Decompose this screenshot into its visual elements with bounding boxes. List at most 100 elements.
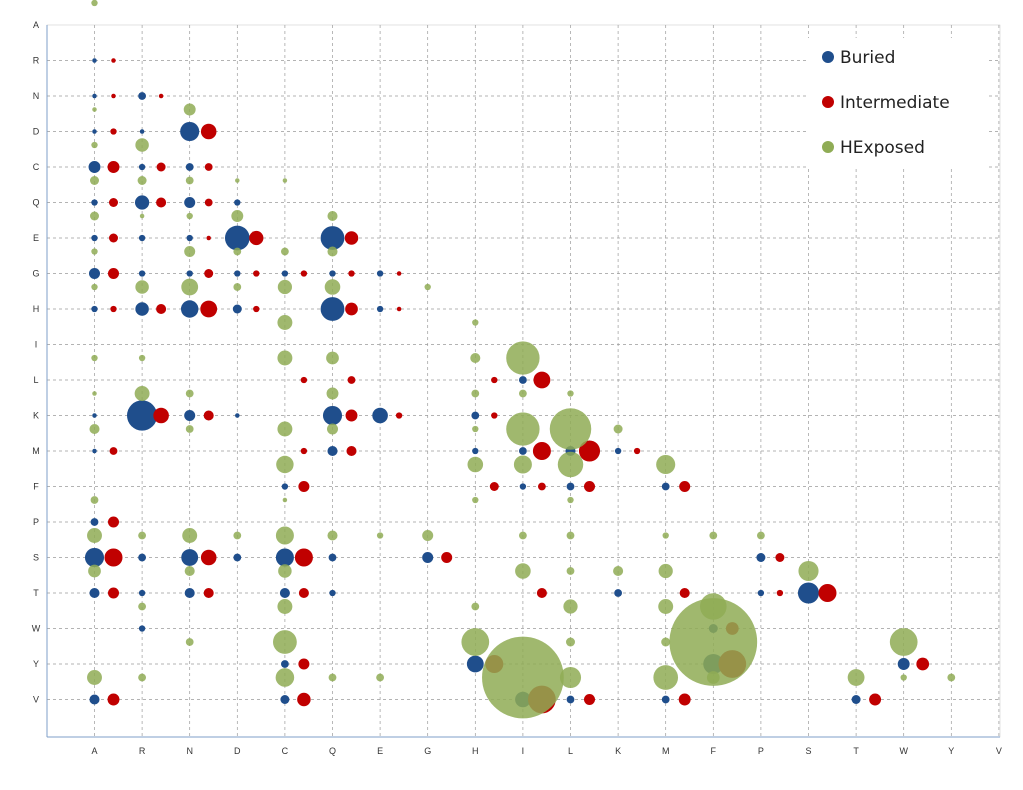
bubble-intermediate — [396, 306, 402, 312]
bubble-intermediate — [294, 548, 313, 567]
bubble-intermediate — [298, 480, 310, 493]
y-tick-label: C — [33, 162, 40, 172]
bubble-hexposed — [613, 565, 624, 577]
bubble-hexposed — [567, 496, 574, 504]
bubble-hexposed — [653, 665, 679, 690]
bubble-intermediate — [491, 376, 498, 384]
bubble-hexposed — [566, 637, 575, 647]
bubble-intermediate — [109, 233, 118, 243]
bubble-hexposed — [186, 212, 193, 220]
bubble-buried — [138, 234, 146, 242]
bubble-intermediate — [109, 447, 118, 455]
y-tick-label: Q — [32, 198, 39, 208]
bubble-intermediate — [111, 58, 116, 63]
bubble-intermediate — [153, 407, 169, 424]
bubble-hexposed — [233, 531, 242, 540]
bubble-buried — [235, 413, 240, 418]
bubble-intermediate — [345, 409, 358, 422]
bubble-hexposed — [506, 412, 540, 446]
bubble-hexposed — [506, 341, 540, 375]
bubble-buried — [320, 226, 345, 250]
bubble-intermediate — [916, 657, 930, 671]
bubble-buried — [92, 93, 97, 99]
y-tick-label: A — [33, 20, 39, 30]
legend-label: HExposed — [840, 138, 925, 158]
bubble-hexposed — [233, 247, 242, 256]
series-hexposed — [87, 0, 956, 719]
bubble-intermediate — [203, 587, 214, 599]
series-intermediate — [104, 58, 930, 714]
bubble-intermediate — [104, 548, 123, 567]
legend: Buried Intermediate HExposed — [808, 38, 988, 168]
bubble-hexposed — [326, 387, 339, 400]
bubble-intermediate — [200, 549, 217, 566]
bubble-buried — [281, 483, 289, 490]
bubble-hexposed — [563, 599, 578, 614]
bubble-hexposed — [327, 246, 338, 257]
bubble-hexposed — [326, 351, 339, 365]
bubble-intermediate — [679, 480, 691, 493]
bubble-hexposed — [658, 599, 674, 614]
series-buried — [84, 58, 910, 708]
bubble-buried — [180, 300, 199, 318]
bubble-intermediate — [203, 410, 214, 421]
bubble-buried — [127, 400, 158, 431]
bubble-hexposed — [482, 636, 564, 719]
bubble-buried — [92, 129, 97, 134]
x-tick-label: R — [139, 746, 146, 756]
bubble-hexposed — [233, 283, 242, 291]
bubble-buried — [185, 163, 194, 171]
axes — [46, 25, 1000, 738]
bubble-hexposed — [709, 531, 718, 540]
bubble-intermediate — [869, 693, 882, 706]
bubble-intermediate — [107, 587, 120, 599]
y-tick-label: D — [33, 127, 40, 137]
bubble-buried — [233, 553, 242, 562]
bubble-buried — [661, 482, 670, 491]
bubble-intermediate — [396, 271, 402, 276]
bubble-intermediate — [110, 128, 117, 135]
bubble-hexposed — [519, 531, 527, 540]
bubble-intermediate — [200, 300, 218, 318]
bubble-buried — [329, 589, 336, 597]
bubble-buried — [281, 270, 289, 277]
y-tick-label: I — [35, 340, 38, 350]
bubble-hexposed — [658, 563, 673, 579]
bubble-hexposed — [90, 211, 99, 221]
bubble-hexposed — [947, 673, 956, 682]
bubble-hexposed — [472, 425, 479, 433]
bubble-buried — [184, 587, 195, 599]
bubble-buried — [186, 234, 193, 242]
bubble-hexposed — [515, 563, 531, 579]
bubble-intermediate — [158, 93, 164, 99]
bubble-buried — [181, 549, 199, 566]
bubble-buried — [372, 407, 388, 424]
y-tick-label: F — [33, 482, 39, 492]
bubble-intermediate — [298, 658, 310, 670]
x-tick-label: Q — [329, 746, 336, 756]
bubble-intermediate — [678, 693, 691, 706]
bubble-hexposed — [137, 176, 147, 185]
bubble-hexposed — [847, 669, 865, 686]
bubble-hexposed — [424, 283, 431, 291]
y-tick-label: E — [33, 233, 39, 243]
bubble-hexposed — [92, 107, 97, 112]
bubble-hexposed — [134, 386, 150, 401]
x-tick-label: A — [91, 746, 97, 756]
bubble-intermediate — [583, 480, 596, 493]
bubble-hexposed — [90, 496, 99, 504]
bubble-buried — [897, 658, 910, 670]
bubble-hexposed — [138, 354, 146, 362]
y-tick-label: H — [33, 304, 40, 314]
bubble-buried — [566, 482, 575, 491]
bubble-buried — [139, 129, 145, 134]
bubble-intermediate — [491, 412, 498, 419]
legend-label: Intermediate — [840, 93, 950, 113]
bubble-intermediate — [249, 230, 264, 246]
x-tick-label: V — [996, 746, 1002, 756]
bubble-hexposed — [471, 389, 480, 398]
bubble-hexposed — [277, 350, 293, 366]
x-tick-label: D — [234, 746, 241, 756]
